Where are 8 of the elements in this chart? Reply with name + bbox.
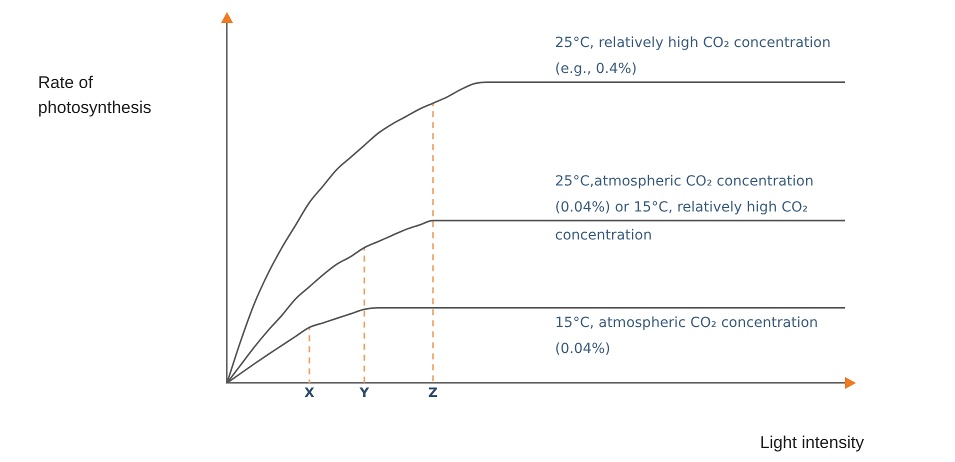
x-tick-label: Y [358,386,370,402]
series-label: 15°C, atmospheric CO₂ concentration (0.04%) [555,314,818,357]
series-label: 25°C,atmospheric CO₂ concentration (0.04%) or 15°C, relatively high CO₂ concentration [555,174,814,244]
x-tick-label: Z [428,386,438,402]
x-axis-title: Light intensity [760,432,864,454]
x-tick-label: X [304,386,314,402]
series-label: 25°C, relatively high CO₂ concentration (e.g., 0.4%) [555,35,831,78]
y-axis-title: Rate of photosynthesis [38,72,152,119]
